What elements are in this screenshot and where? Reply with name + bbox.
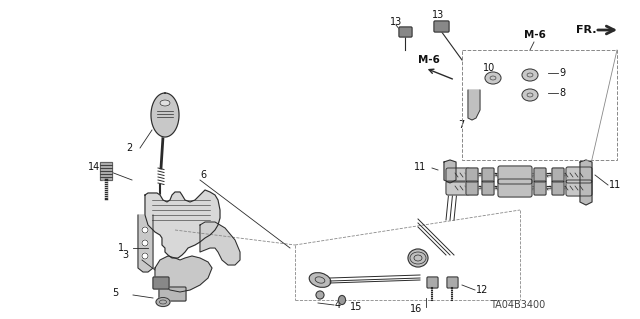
Text: 16: 16	[410, 304, 422, 314]
Text: 11: 11	[609, 180, 621, 190]
Text: 5: 5	[112, 288, 118, 298]
Ellipse shape	[309, 273, 331, 287]
Text: TA04B3400: TA04B3400	[490, 300, 545, 310]
FancyBboxPatch shape	[100, 162, 112, 165]
Ellipse shape	[160, 100, 170, 106]
FancyBboxPatch shape	[446, 168, 470, 182]
FancyBboxPatch shape	[566, 180, 592, 196]
Polygon shape	[580, 160, 592, 205]
Ellipse shape	[522, 89, 538, 101]
FancyBboxPatch shape	[434, 21, 449, 32]
FancyBboxPatch shape	[427, 277, 438, 288]
Polygon shape	[468, 90, 480, 120]
Text: FR.: FR.	[576, 25, 596, 35]
Text: 4: 4	[335, 300, 341, 310]
Text: 8: 8	[559, 88, 565, 98]
Polygon shape	[138, 215, 153, 272]
Text: 3: 3	[122, 250, 128, 260]
FancyBboxPatch shape	[447, 277, 458, 288]
FancyBboxPatch shape	[482, 168, 494, 182]
Ellipse shape	[142, 240, 148, 246]
Text: 10: 10	[483, 63, 495, 73]
FancyBboxPatch shape	[466, 181, 478, 195]
Polygon shape	[200, 222, 240, 265]
FancyBboxPatch shape	[498, 179, 532, 197]
Text: M-6: M-6	[524, 30, 546, 40]
FancyBboxPatch shape	[159, 287, 186, 301]
Text: 7: 7	[458, 120, 464, 130]
FancyBboxPatch shape	[100, 165, 112, 167]
Polygon shape	[444, 160, 456, 183]
Ellipse shape	[142, 253, 148, 259]
Text: 12: 12	[476, 285, 488, 295]
Ellipse shape	[408, 249, 428, 267]
Polygon shape	[151, 93, 179, 137]
FancyBboxPatch shape	[534, 181, 546, 195]
FancyBboxPatch shape	[100, 177, 112, 180]
Text: 14: 14	[88, 162, 100, 172]
Polygon shape	[155, 256, 212, 292]
Ellipse shape	[339, 295, 346, 305]
Text: 11: 11	[414, 162, 426, 172]
FancyBboxPatch shape	[466, 168, 478, 182]
FancyBboxPatch shape	[498, 166, 532, 184]
Ellipse shape	[522, 69, 538, 81]
FancyBboxPatch shape	[566, 167, 592, 183]
Text: 13: 13	[432, 10, 444, 20]
Text: 9: 9	[559, 68, 565, 78]
FancyBboxPatch shape	[552, 181, 564, 195]
Ellipse shape	[142, 227, 148, 233]
FancyBboxPatch shape	[446, 181, 470, 195]
Text: 13: 13	[390, 17, 403, 27]
Ellipse shape	[485, 72, 501, 84]
FancyBboxPatch shape	[100, 174, 112, 176]
FancyBboxPatch shape	[153, 277, 169, 289]
FancyBboxPatch shape	[100, 171, 112, 174]
Text: 1: 1	[118, 243, 124, 253]
Ellipse shape	[156, 298, 170, 307]
FancyBboxPatch shape	[534, 168, 546, 182]
Text: 15: 15	[350, 302, 362, 312]
Text: M-6: M-6	[418, 55, 440, 65]
Bar	[462, 50, 617, 160]
FancyBboxPatch shape	[482, 181, 494, 195]
FancyBboxPatch shape	[399, 27, 412, 37]
Ellipse shape	[316, 291, 324, 299]
Text: 6: 6	[200, 170, 206, 180]
Text: 2: 2	[126, 143, 132, 153]
FancyBboxPatch shape	[552, 168, 564, 182]
Polygon shape	[145, 190, 220, 258]
FancyBboxPatch shape	[100, 168, 112, 170]
